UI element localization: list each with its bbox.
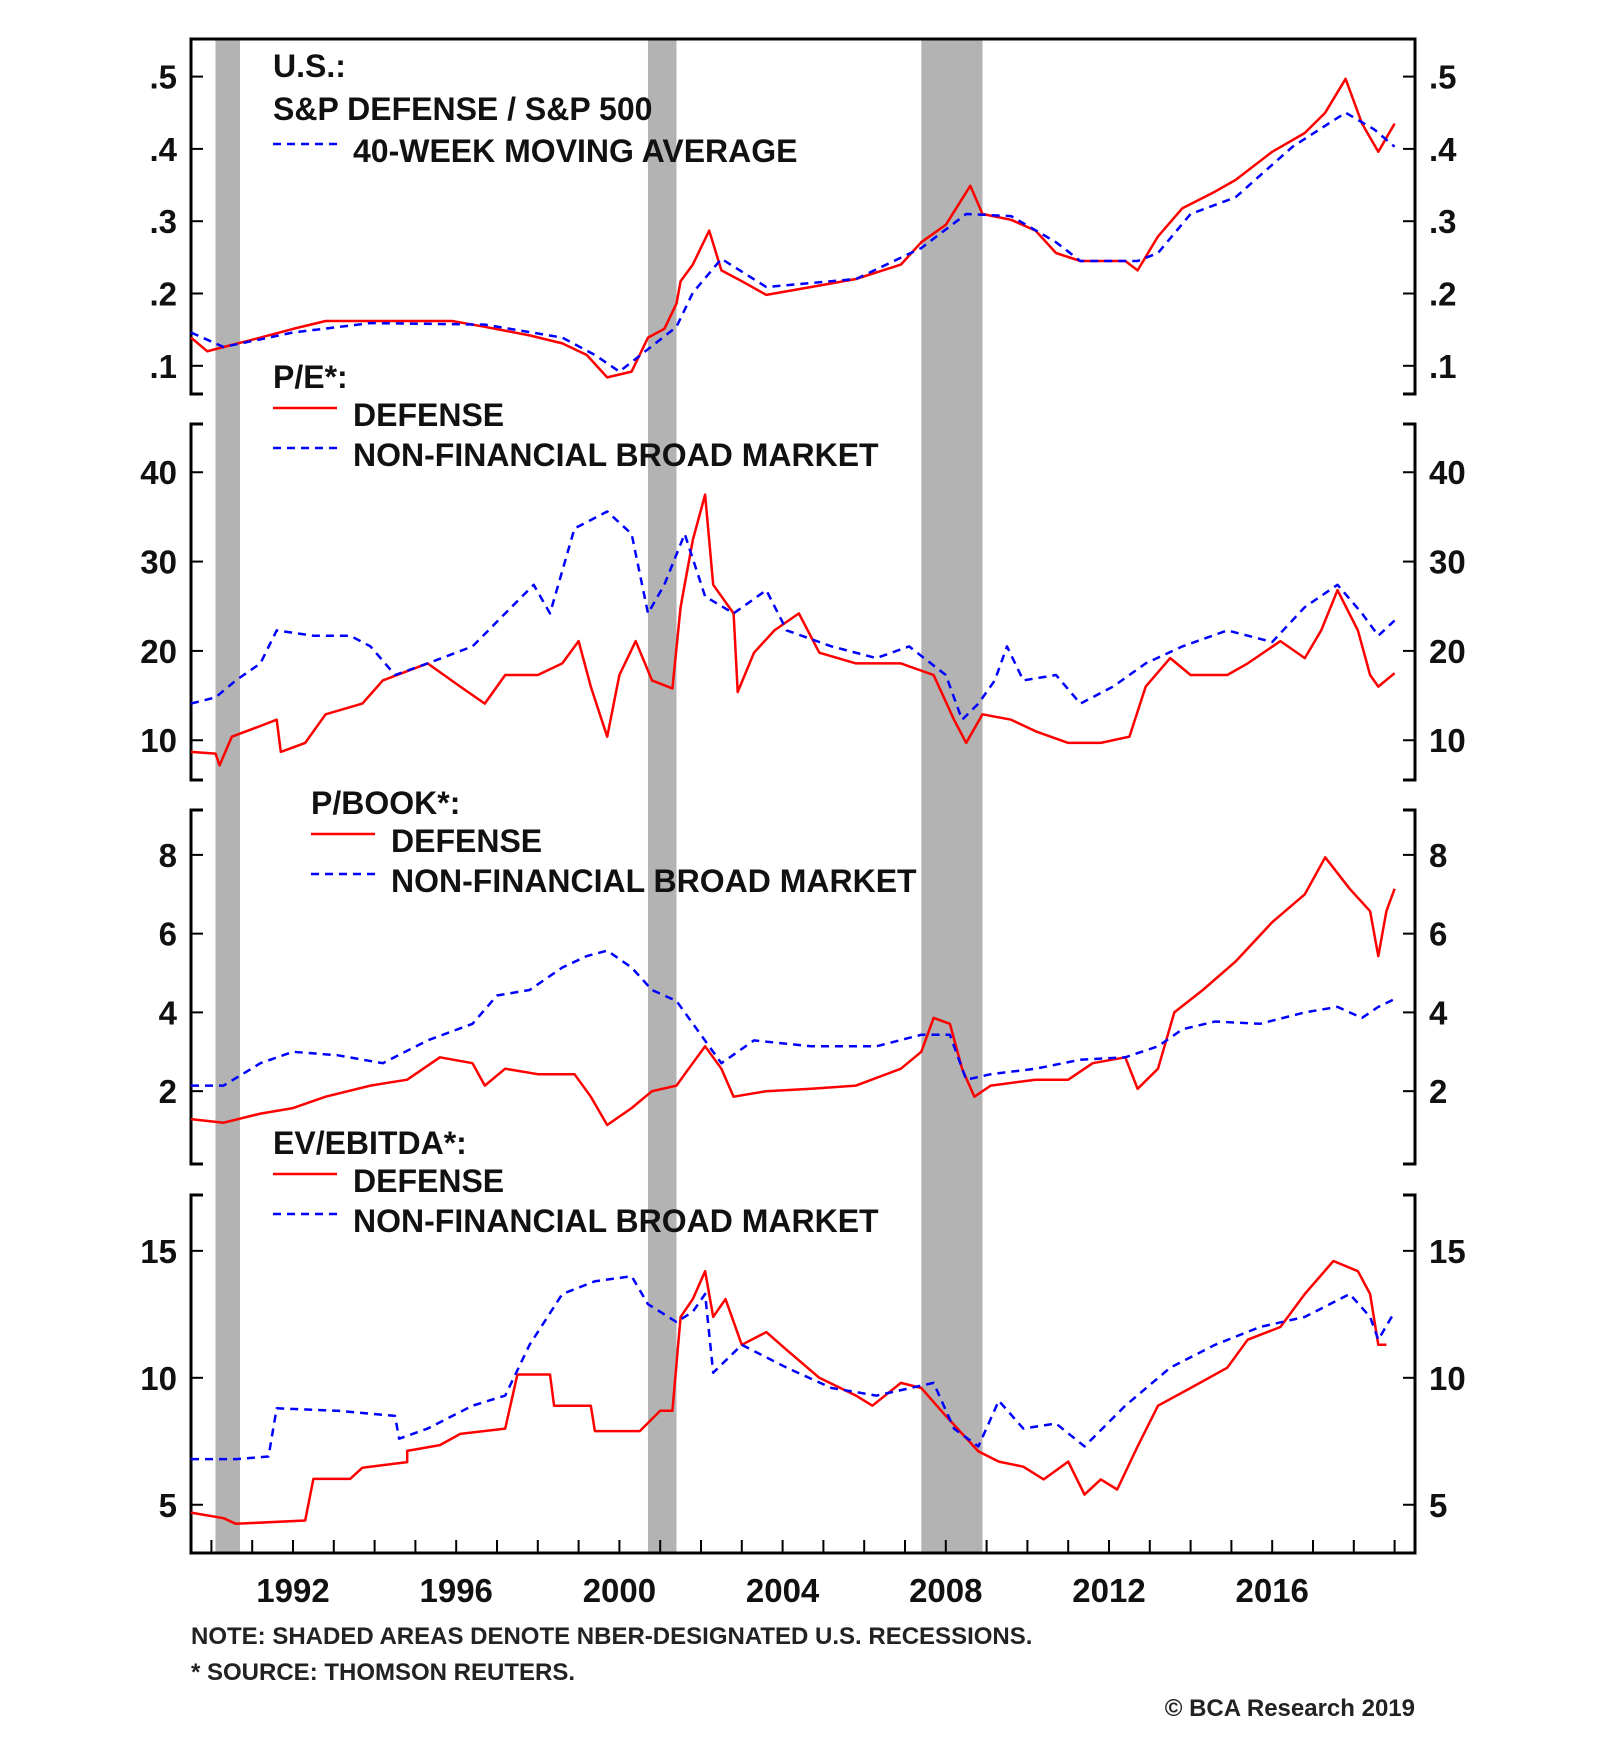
y-tick-label-left: 30 (140, 544, 177, 581)
series-line-market (191, 949, 1396, 1087)
recession-band (215, 39, 240, 1553)
y-tick-label-left: .1 (149, 348, 177, 385)
y-tick-label-right: .4 (1429, 131, 1457, 168)
panel-title: EV/EBITDA*: (273, 1125, 467, 1161)
recession-shading (215, 39, 983, 1553)
y-tick-label-right: 15 (1429, 1233, 1466, 1270)
y-tick-label-right: .2 (1429, 276, 1457, 313)
y-tick-label-right: 2 (1429, 1073, 1447, 1110)
x-tick-label: 2004 (746, 1572, 820, 1609)
panel-title: S&P DEFENSE / S&P 500 (273, 91, 652, 127)
panel-4: 5 5 10 10 15 15 EV/EBITDA*:DEFENSE NON-FINANCIA… (140, 1125, 1466, 1555)
recession-band (921, 39, 983, 1553)
y-tick-label-right: .5 (1429, 59, 1457, 96)
legend-label-market: NON-FINANCIAL BROAD MARKET (353, 1203, 879, 1239)
y-tick-label-right: .1 (1429, 348, 1457, 385)
y-tick-label-left: 10 (140, 1360, 177, 1397)
y-tick-label-left: 15 (140, 1233, 177, 1270)
panel-frame (189, 422, 1417, 782)
panel-title: P/E*: (273, 359, 348, 395)
panel-1: .1 .1 .2 .2 .3 .3 .4 .4 .5 .5 U.S.: S&P DEFENSE / S… (149, 37, 1457, 396)
series-line-defense (190, 1259, 1387, 1526)
legend-label-defense: DEFENSE (391, 823, 542, 859)
y-tick-label-right: 6 (1429, 916, 1447, 953)
x-tick-label: 1992 (256, 1572, 329, 1609)
legend-label-defense: DEFENSE (353, 1163, 504, 1199)
legend-label-defense: DEFENSE (353, 397, 504, 433)
x-axis: 1992 1996 2000 2004 2008 2012 2016 (210, 1540, 1396, 1609)
y-tick-label-left: 6 (159, 916, 177, 953)
y-tick-label-left: .2 (149, 276, 177, 313)
source-text: * SOURCE: THOMSON REUTERS. (191, 1659, 575, 1686)
legend-label-market: NON-FINANCIAL BROAD MARKET (391, 863, 917, 899)
y-tick-label-right: 10 (1429, 722, 1466, 759)
y-tick-label-right: 5 (1429, 1487, 1447, 1524)
series-line-defense (190, 856, 1396, 1127)
y-tick-label-right: 20 (1429, 633, 1466, 670)
series-line-defense (190, 77, 1396, 379)
x-tick-label: 2012 (1072, 1572, 1145, 1609)
panel-title: U.S.: (273, 48, 346, 84)
panel-2: 10 10 20 20 30 30 40 40 P/E*:DEFENSE NON-FINANCIA… (140, 359, 1466, 782)
y-tick-label-right: .3 (1429, 203, 1457, 240)
y-tick-label-left: 2 (159, 1073, 177, 1110)
series-line-market (190, 510, 1396, 721)
series-line-market (190, 111, 1396, 373)
y-tick-label-left: 10 (140, 722, 177, 759)
note-text: NOTE: SHADED AREAS DENOTE NBER-DESIGNATE… (191, 1623, 1032, 1650)
y-tick-label-right: 40 (1429, 454, 1466, 491)
series-line-market (191, 1274, 1396, 1461)
y-tick-label-right: 10 (1429, 1360, 1466, 1397)
y-tick-label-left: 4 (159, 994, 178, 1031)
x-tick-label: 2008 (909, 1572, 982, 1609)
y-tick-label-left: .4 (149, 131, 177, 168)
panel-frame (189, 808, 1417, 1166)
legend-label-market: 40-WEEK MOVING AVERAGE (353, 133, 798, 169)
panel-frame (189, 1193, 1417, 1555)
chart-panels: .1 .1 .2 .2 .3 .3 .4 .4 .5 .5 U.S.: S&P DEFENSE / S… (140, 37, 1466, 1555)
copyright-text: © BCA Research 2019 (1165, 1695, 1415, 1722)
y-tick-label-left: .3 (149, 203, 177, 240)
x-tick-label: 2016 (1235, 1572, 1308, 1609)
legend-label-market: NON-FINANCIAL BROAD MARKET (353, 437, 879, 473)
y-tick-label-right: 4 (1429, 994, 1448, 1031)
y-tick-label-right: 30 (1429, 544, 1466, 581)
y-tick-label-right: 8 (1429, 837, 1447, 874)
recession-band (647, 39, 677, 1553)
x-tick-label: 2000 (583, 1572, 656, 1609)
y-tick-label-left: 8 (159, 837, 177, 874)
y-tick-label-left: 20 (140, 633, 177, 670)
series-line-defense (190, 493, 1396, 767)
y-tick-label-left: 5 (159, 1487, 177, 1524)
y-tick-label-left: 40 (140, 454, 177, 491)
y-tick-label-left: .5 (149, 59, 177, 96)
panel-3: 2 2 4 4 6 6 8 8 P/BOOK*:DEFENSE NON-FINANCIAL BRO… (159, 785, 1448, 1166)
panel-title: P/BOOK*: (311, 785, 460, 821)
x-tick-label: 1996 (419, 1572, 492, 1609)
